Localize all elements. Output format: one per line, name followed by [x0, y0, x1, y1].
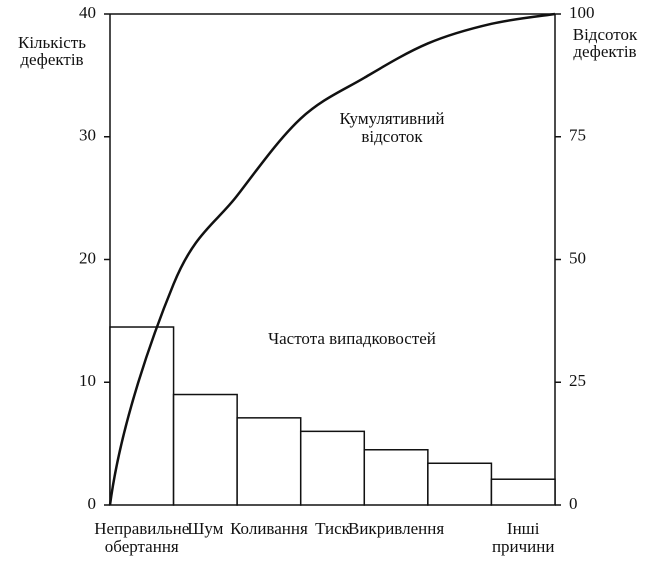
cumulative-line [108, 12, 556, 506]
annotation: Кумулятивний [340, 109, 445, 128]
y2-tick-label: 0 [569, 494, 578, 513]
bar [299, 430, 366, 506]
y2-tick-label: 100 [569, 3, 595, 22]
y-axis-label: дефектів [20, 50, 83, 69]
x-tick-label: Тиск [315, 519, 351, 538]
bar [490, 478, 556, 506]
x-tick-label: причини [492, 537, 555, 556]
annotation: Частота випадковостей [268, 329, 436, 348]
y2-tick-label: 75 [569, 126, 586, 145]
y2-axis-label: Відсоток [573, 25, 638, 44]
y-tick-label: 10 [79, 371, 96, 390]
x-tick-label: Викривлення [348, 519, 444, 538]
x-tick-label: Коливання [230, 519, 308, 538]
y-tick-label: 20 [79, 248, 96, 267]
x-tick-label: Шум [187, 519, 223, 538]
x-tick-label: Інші [507, 519, 540, 538]
bar [172, 393, 238, 506]
y2-axis-label: дефектів [573, 42, 636, 61]
bar [427, 462, 493, 506]
annotation: відсоток [361, 127, 423, 146]
bar [363, 449, 429, 506]
bar [236, 417, 302, 506]
y-tick-label: 30 [79, 126, 96, 145]
y2-tick-label: 50 [569, 248, 586, 267]
y-axis-label: Кількість [18, 33, 86, 52]
y2-tick-label: 25 [569, 371, 586, 390]
bar [109, 326, 175, 506]
y-tick-label: 0 [88, 494, 97, 513]
x-tick-label: Неправильне [94, 519, 189, 538]
y-tick-label: 40 [79, 3, 96, 22]
x-tick-label: обертання [105, 537, 179, 556]
